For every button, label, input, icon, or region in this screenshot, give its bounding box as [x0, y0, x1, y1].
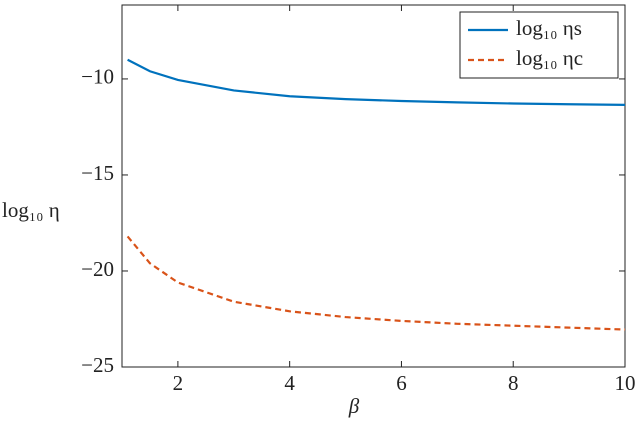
x-tick-label: 4	[284, 371, 295, 395]
y-tick-label: −10	[81, 65, 114, 89]
legend-label: log₁₀ ηc	[516, 46, 583, 70]
x-tick-label: 10	[615, 371, 636, 395]
x-tick-label: 6	[396, 371, 407, 395]
y-tick-label: −25	[81, 353, 114, 377]
y-tick-label: −20	[81, 257, 114, 281]
line	[126, 235, 626, 331]
x-axis-label: β	[348, 394, 360, 418]
line	[127, 58, 626, 106]
y-axis-label: log₁₀ η	[2, 198, 60, 222]
legend-label: log₁₀ ηs	[516, 16, 582, 40]
legend-box	[459, 11, 619, 79]
x-tick-label: 2	[173, 371, 184, 395]
plot-frame	[121, 4, 626, 368]
y-tick-label: −15	[81, 161, 114, 185]
x-tick-label: 8	[508, 371, 519, 395]
